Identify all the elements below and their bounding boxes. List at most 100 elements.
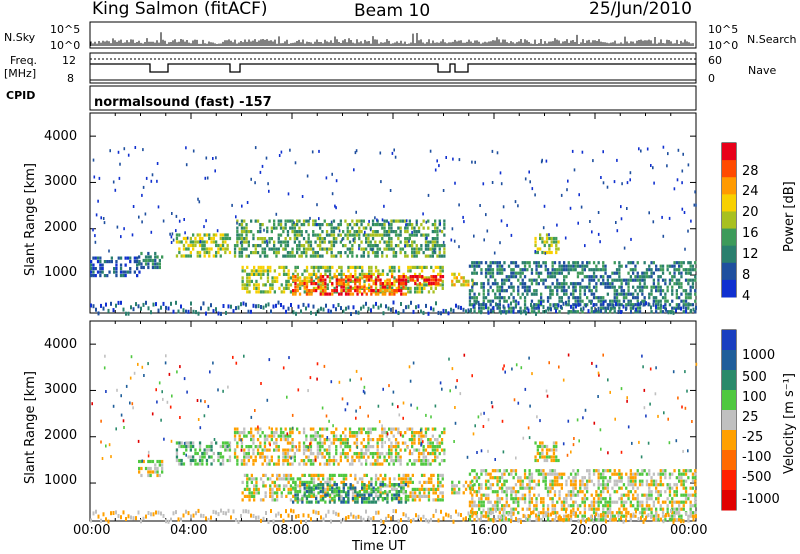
velocity-echo-cell (180, 458, 183, 463)
power-echo-cell (689, 278, 692, 282)
velocity-echo-cell (271, 473, 274, 477)
velocity-echo-cell (326, 487, 329, 491)
velocity-echo-cell (354, 494, 357, 498)
velocity-echo-cell (261, 448, 264, 452)
power-echo-cell (432, 275, 435, 279)
power-echo-cell (546, 296, 550, 300)
velocity-echo-cell (147, 459, 150, 464)
power-near-range (460, 305, 462, 310)
power-echo-cell (370, 292, 373, 296)
power-sparse-echo (131, 233, 134, 237)
power-echo-cell (597, 299, 600, 303)
velocity-echo-cell (501, 507, 504, 511)
velocity-echo-cell (328, 498, 332, 502)
power-sparse-echo (453, 239, 456, 243)
power-sparse-echo (123, 147, 126, 151)
power-near-range (395, 309, 397, 314)
power-echo-cell (661, 289, 665, 293)
power-echo-cell (228, 250, 232, 255)
power-echo-cell (415, 254, 418, 258)
velocity-echo-cell (645, 472, 649, 476)
velocity-echo-cell (247, 459, 250, 463)
power-echo-cell (248, 283, 251, 287)
velocity-echo-cell (394, 438, 398, 442)
power-echo-cell (362, 226, 365, 230)
power-echo-cell (340, 292, 343, 296)
power-echo-cell (423, 276, 426, 280)
power-echo-cell (129, 270, 132, 274)
power-echo-cell (319, 285, 322, 289)
power-echo-cell (599, 268, 603, 272)
power-echo-cell (305, 251, 308, 255)
velocity-echo-cell (390, 459, 393, 463)
power-near-range (337, 303, 340, 307)
power-sparse-echo (183, 218, 185, 221)
velocity-echo-cell (604, 504, 607, 508)
power-echo-cell (215, 250, 218, 255)
power-echo-cell (298, 244, 301, 248)
velocity-echo-cell (544, 479, 547, 483)
power-echo-cell (129, 256, 132, 260)
power-echo-cell (376, 254, 379, 258)
velocity-echo-cell (542, 500, 545, 504)
velocity-echo-cell (236, 445, 239, 449)
velocity-echo-cell (632, 504, 635, 508)
power-echo-cell (273, 247, 276, 251)
velocity-echo-cell (376, 438, 379, 442)
power-echo-cell (429, 254, 432, 258)
velocity-echo-cell (392, 462, 395, 466)
velocity-echo-cell (441, 477, 444, 481)
power-sparse-echo (393, 148, 395, 152)
power-sparse-echo (681, 207, 684, 211)
velocity-echo-cell (285, 477, 288, 481)
velocity-echo-cell (438, 434, 441, 438)
power-echo-cell (510, 310, 513, 314)
velocity-echo-cell (309, 438, 313, 442)
power-near-range (592, 303, 595, 307)
power-echo-cell (546, 271, 550, 275)
velocity-echo-cell (394, 452, 398, 456)
velocity-echo-cell (275, 445, 278, 449)
power-echo-cell (572, 310, 575, 314)
power-echo-cell (414, 279, 417, 283)
power-echo-cell (331, 289, 334, 293)
power-echo-cell (226, 233, 229, 237)
power-echo-cell (657, 268, 660, 272)
power-echo-cell (618, 292, 621, 296)
power-echo-cell (501, 296, 504, 300)
power-near-range (277, 300, 280, 305)
power-echo-cell (296, 251, 299, 255)
power-echo-cell (530, 306, 534, 310)
velocity-echo-cell (353, 459, 356, 463)
velocity-echo-cell (409, 480, 412, 484)
velocity-echo-cell (205, 451, 209, 456)
power-echo-cell (402, 278, 405, 282)
velocity-echo-cell (634, 479, 637, 483)
power-echo-cell (680, 299, 683, 303)
velocity-echo-cell (484, 493, 488, 497)
power-echo-cell (512, 306, 515, 310)
velocity-echo-cell (597, 507, 600, 511)
power-echo-cell (90, 270, 93, 274)
velocity-echo-cell (269, 494, 272, 498)
power-echo-cell (673, 261, 676, 265)
power-echo-cell (462, 276, 465, 280)
velocity-echo-cell (344, 493, 348, 497)
velocity-echo-cell (411, 452, 414, 456)
power-echo-cell (540, 271, 543, 275)
velocity-echo-cell (437, 473, 440, 477)
power-echo-cell (138, 270, 141, 274)
power-echo-cell (473, 303, 476, 307)
velocity-echo-cell (243, 455, 246, 459)
velocity-echo-cell (305, 438, 308, 442)
power-echo-cell (533, 310, 536, 314)
velocity-echo-cell (332, 431, 336, 435)
power-echo-cell (555, 240, 558, 244)
power-sparse-echo (560, 193, 563, 197)
power-sparse-echo (185, 146, 187, 150)
power-echo-cell (301, 282, 304, 286)
power-near-range (282, 305, 285, 310)
velocity-echo-cell (395, 493, 398, 497)
power-near-range (215, 307, 217, 312)
velocity-echo-cell (501, 490, 504, 494)
